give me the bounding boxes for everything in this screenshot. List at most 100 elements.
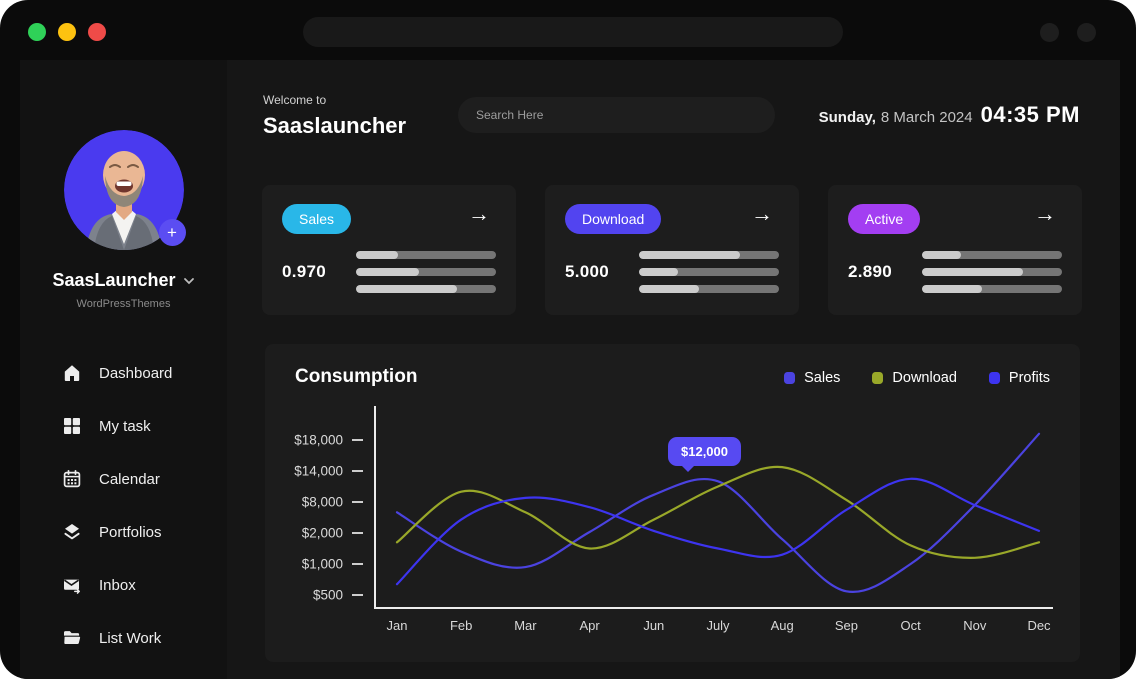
stat-value: 5.000 [565, 262, 610, 281]
grid-icon [64, 418, 80, 434]
sidebar-item-portfolios[interactable]: Portfolios [62, 517, 227, 547]
profile-name: SaasLauncher [52, 270, 176, 290]
sidebar-item-my-task[interactable]: My task [62, 411, 227, 441]
x-axis-label: Sep [835, 618, 858, 633]
stat-card-active: Active → 2.890 [828, 185, 1082, 315]
inbox-icon [63, 579, 80, 594]
titlebar-actions [1040, 23, 1096, 42]
progress-bar-fill [639, 251, 740, 259]
datetime: Sunday, 8 March 2024 04:35 PM [819, 102, 1080, 128]
progress-bar [922, 268, 1062, 276]
titlebar-dot-button-2[interactable] [1077, 23, 1096, 42]
progress-bar-fill [639, 268, 679, 276]
legend-label: Profits [1008, 370, 1050, 386]
progress-bars [356, 251, 496, 293]
legend-label: Sales [804, 370, 841, 386]
x-axis-label: July [706, 618, 730, 633]
sidebar-item-label: Portfolios [99, 523, 162, 541]
arrow-right-icon[interactable]: → [464, 199, 494, 229]
y-axis-label: $8,000 [302, 495, 343, 510]
legend-item-download[interactable]: Download [872, 370, 957, 386]
legend-dot [784, 372, 796, 384]
progress-bar [922, 285, 1062, 293]
sidebar-item-list-work[interactable]: List Work [62, 623, 227, 653]
window-close-button[interactable] [88, 23, 106, 41]
titlebar-dot-button-1[interactable] [1040, 23, 1059, 42]
titlebar [0, 0, 1136, 60]
legend-item-sales[interactable]: Sales [784, 370, 840, 386]
page-title: Saaslauncher [263, 113, 407, 138]
sidebar-item-label: Inbox [99, 576, 136, 594]
add-button[interactable]: + [158, 219, 186, 246]
x-axis-label: Nov [963, 618, 987, 633]
status-badge: Active [848, 204, 921, 234]
progress-bars [922, 251, 1062, 293]
x-axis-label: Dec [1027, 618, 1051, 633]
left-gutter [0, 60, 20, 679]
progress-bar-fill [922, 285, 983, 293]
progress-bar [356, 268, 496, 276]
avatar: + [63, 130, 186, 250]
stat-value: 0.970 [282, 262, 327, 281]
x-axis-label: Jun [643, 618, 664, 633]
sidebar: + SaasLauncher WordPressThemes Dashboard [20, 60, 227, 679]
legend-label: Download [892, 370, 957, 386]
y-axis-label: $500 [313, 588, 343, 603]
legend-item-profits[interactable]: Profits [988, 370, 1050, 386]
series-line-profits [395, 477, 1041, 586]
sidebar-item-label: Dashboard [99, 364, 173, 382]
layers-icon [64, 524, 80, 540]
x-axis-label: Apr [579, 618, 600, 633]
legend-dot [988, 372, 1000, 384]
x-axis-label: Aug [771, 618, 794, 633]
stat-card-sales: Sales → 0.970 [262, 185, 516, 315]
stat-card-download: Download → 5.000 [545, 185, 799, 315]
y-axis-label: $1,000 [302, 557, 343, 572]
status-badge: Download [565, 204, 662, 234]
chart-legend: Sales Download Profits [784, 370, 1050, 386]
progress-bar [639, 251, 779, 259]
sidebar-item-inbox[interactable]: Inbox [62, 570, 227, 600]
y-axis-label: $2,000 [302, 526, 343, 541]
chart-axes [374, 406, 1053, 609]
x-axis-label: Jan [387, 618, 408, 633]
welcome-label: Welcome to [263, 93, 327, 107]
profile-menu[interactable]: SaasLauncher [52, 270, 194, 291]
stat-cards: Sales → 0.970 Download → 5.000 Active → … [262, 185, 1082, 315]
progress-bar-fill [356, 251, 398, 259]
progress-bar-fill [922, 251, 962, 259]
x-axis-label: Oct [900, 618, 921, 633]
stat-value: 2.890 [848, 262, 893, 281]
window-controls [28, 23, 106, 41]
arrow-right-icon[interactable]: → [747, 199, 777, 229]
browser-address-bar[interactable] [303, 17, 843, 47]
arrow-right-icon[interactable]: → [1030, 199, 1060, 229]
consumption-chart-card: Consumption Sales Download Profits [265, 344, 1080, 662]
welcome-block: Welcome to Saaslauncher [263, 93, 406, 139]
progress-bar-fill [356, 285, 457, 293]
calendar-icon [63, 469, 81, 488]
date-day: Sunday, [818, 109, 876, 126]
progress-bar-fill [639, 285, 700, 293]
legend-dot [872, 372, 884, 384]
progress-bar [922, 251, 1062, 259]
progress-bar [639, 285, 779, 293]
x-axis-label: Mar [514, 618, 537, 633]
x-axis-label: Feb [450, 618, 472, 633]
progress-bar-fill [922, 268, 1023, 276]
sidebar-item-dashboard[interactable]: Dashboard [62, 358, 227, 388]
search-input[interactable] [458, 97, 775, 133]
chart-plot-area: $18,000 $14,000 $8,000 $2,000 $1,000 $500 Jan F… [265, 400, 1055, 650]
window-zoom-button[interactable] [28, 23, 46, 41]
sidebar-item-calendar[interactable]: Calendar [62, 464, 227, 494]
sidebar-item-label: My task [99, 417, 151, 435]
window-minimize-button[interactable] [58, 23, 76, 41]
avatar-illustration [63, 130, 184, 250]
chevron-down-icon [183, 277, 194, 284]
line-chart: $18,000 $14,000 $8,000 $2,000 $1,000 $500 Jan F… [294, 406, 1053, 633]
y-axis-label: $18,000 [294, 433, 343, 448]
chart-title: Consumption [295, 366, 418, 387]
progress-bars [639, 251, 779, 293]
progress-bar [356, 251, 496, 259]
